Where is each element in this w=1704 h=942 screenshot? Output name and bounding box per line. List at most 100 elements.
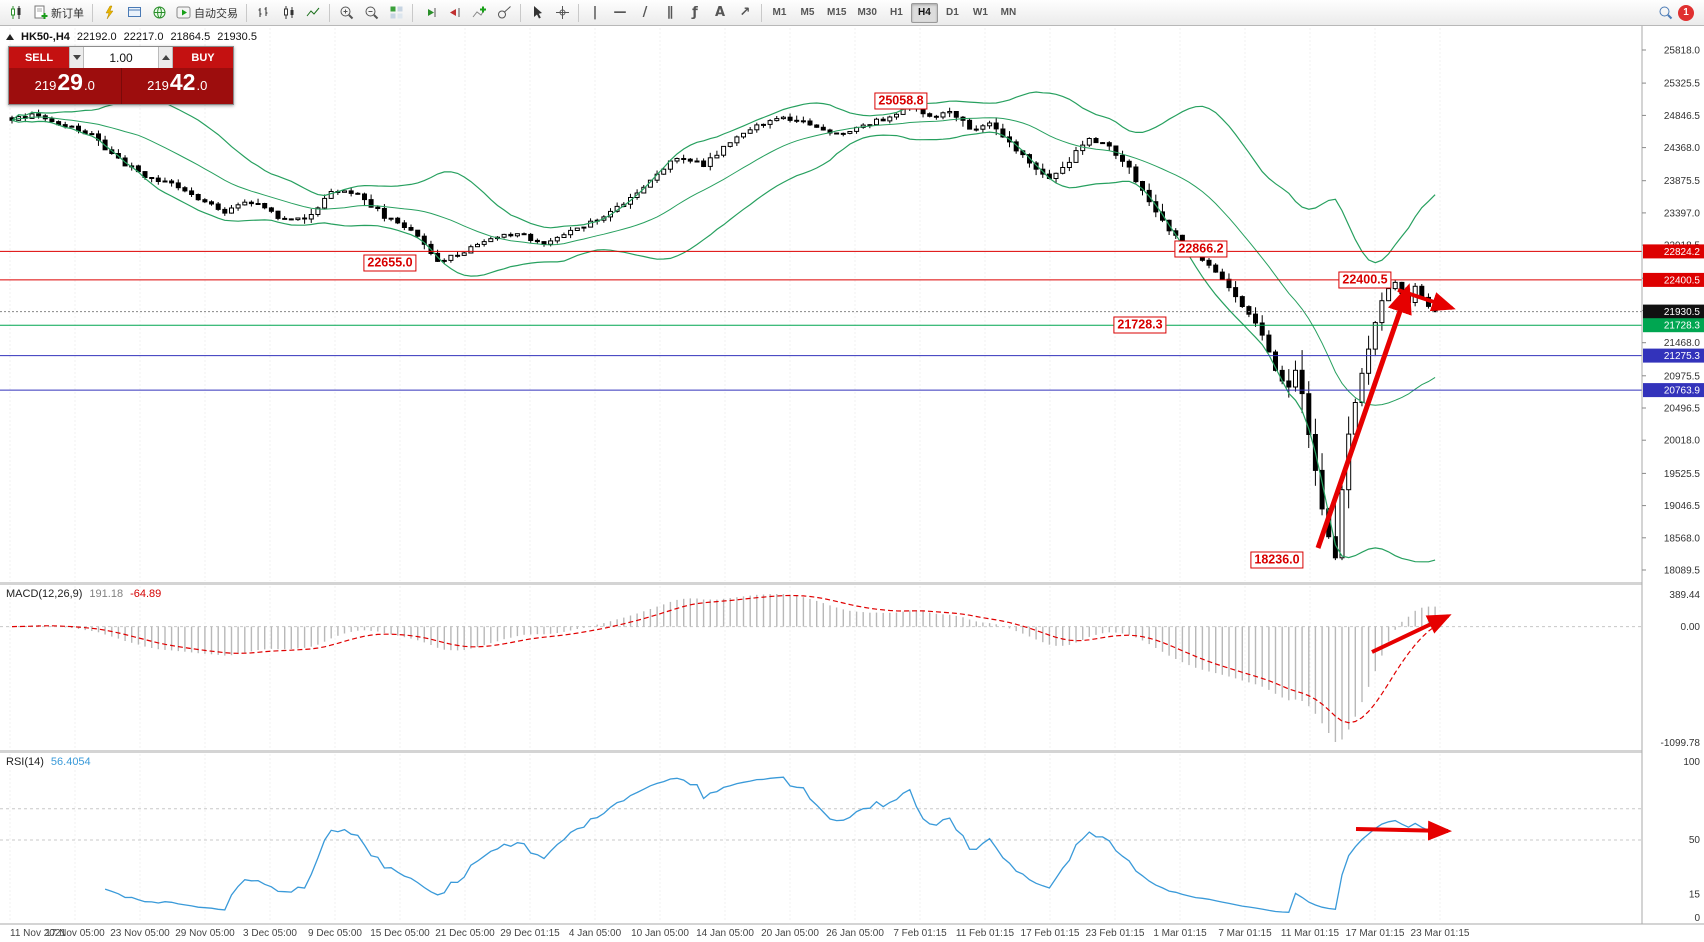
candle-body [947,111,953,114]
trend-arrow[interactable] [1397,288,1456,312]
tile-windows-button[interactable] [384,2,408,24]
price-level-tag-label: 22400.5 [1664,275,1701,286]
timeframe-m30-button[interactable]: M30 [852,3,881,23]
price-axis-label: 18089.5 [1664,566,1701,577]
buy-price[interactable]: 219 42.0 [122,68,234,104]
trend-arrow[interactable] [1315,283,1412,549]
time-axis-label: 4 Jan 05:00 [569,928,622,939]
candle-body [29,113,35,119]
trendline-tool-button[interactable]: / [642,5,648,20]
price-callout[interactable]: 22866.2 [1174,240,1228,258]
one-click-panel-toggle-icon[interactable] [6,34,14,40]
sell-button[interactable]: SELL [9,47,69,68]
vertical-line-tool-button[interactable]: | [592,5,598,20]
candle-body [1366,348,1372,374]
chart-shift-button[interactable] [442,2,466,24]
market-watch-button[interactable] [97,2,121,24]
candle-body [401,222,407,228]
timeframe-h1-button[interactable]: H1 [883,3,910,23]
auto-scroll-button[interactable] [417,2,441,24]
price-callout[interactable]: 22400.5 [1338,271,1392,289]
price-callout[interactable]: 18236.0 [1250,551,1304,569]
sell-price[interactable]: 219 29.0 [9,68,121,104]
arrow-tool-button[interactable]: ↗ [739,5,751,20]
price-axis-label: 21468.0 [1664,338,1701,349]
toolbar-separator [92,3,93,22]
candle-body [834,132,840,135]
panel-separator[interactable] [0,750,1704,753]
candle-body [468,246,474,254]
volume-decrement-button[interactable] [69,47,84,68]
time-axis-label: 23 Feb 01:15 [1086,928,1145,939]
navigator-button[interactable] [147,2,171,24]
candle-body [295,217,301,221]
time-axis-label: 23 Nov 05:00 [110,928,170,939]
candle-body [348,190,354,194]
timeframe-m1-button[interactable]: M1 [766,3,793,23]
candle-body [275,210,281,219]
volume-input[interactable]: 1.00 [84,47,158,68]
price-callout[interactable]: 22655.0 [363,254,417,272]
price-axis-area[interactable] [1642,26,1704,942]
price-level-tag-label: 20763.9 [1664,386,1701,397]
notification-badge[interactable]: 1 [1678,4,1694,21]
candlestick-chart-button[interactable] [276,2,300,24]
volume-increment-button[interactable] [158,47,173,68]
timeframe-m15-button[interactable]: M15 [822,3,851,23]
fibonacci-tool-button[interactable]: ƒ [692,5,698,20]
trend-arrow[interactable] [1355,820,1452,841]
price-axis-label: 18568.0 [1664,533,1701,544]
candle-body [1233,287,1239,298]
crosshair-button[interactable] [550,2,574,24]
price-callout[interactable]: 25058.8 [874,92,928,110]
line-chart-button[interactable] [301,2,325,24]
timeframe-d1-button[interactable]: D1 [939,3,966,23]
price-level-tag [1643,244,1704,259]
candle-body [1000,128,1006,138]
candle-body [993,122,999,130]
timeframe-h4-button[interactable]: H4 [910,2,938,23]
candle-body [1060,167,1066,174]
new-order-button[interactable]: 新订单 [29,2,88,24]
zoom-out-button[interactable] [359,2,383,24]
data-window-button[interactable] [122,2,146,24]
candle-body [1279,369,1285,382]
candle-body [381,208,387,219]
candle-body [534,239,540,243]
timeframe-m5-button[interactable]: M5 [794,3,821,23]
macd-label: MACD(12,26,9) 191.18 -64.89 [6,588,161,600]
indicators-icon [472,6,486,18]
channel-tool-button[interactable]: ∥ [666,5,674,20]
auto-trading-button[interactable]: 自动交易 [172,2,242,24]
text-tool-button[interactable]: A [714,5,726,20]
candle-body [761,123,766,126]
price-callout[interactable]: 21728.3 [1113,316,1167,334]
indicators-button[interactable] [467,2,491,24]
candle-body [488,238,494,243]
timeframe-w1-button[interactable]: W1 [967,3,994,23]
buy-price-big: 42 [169,69,196,95]
buy-button[interactable]: BUY [173,47,233,68]
panel-separator[interactable] [0,582,1704,585]
candle-body [1239,296,1245,308]
zoom-in-button[interactable] [334,2,358,24]
ohlc-open: 22192.0 [76,31,117,43]
cursor-button[interactable] [525,2,549,24]
candle-body [1246,306,1252,315]
trend-arrow[interactable] [1371,614,1452,654]
line-chart-icon [306,7,319,17]
toolbar-separator [412,3,413,22]
timeframe-mn-button[interactable]: MN [995,3,1022,23]
horizontal-line-tool-button[interactable]: — [613,5,627,20]
search-button[interactable] [1653,2,1677,24]
new-chart-button[interactable] [4,2,28,24]
candle-body [1253,313,1258,324]
bar-chart-button[interactable] [251,2,275,24]
objects-list-button[interactable] [492,2,516,24]
tile-windows-icon [390,6,402,19]
macd-axis-label: 0.00 [1681,622,1701,633]
candle-body [1073,150,1079,163]
candle-body [1206,259,1212,266]
candle-body [514,233,520,237]
